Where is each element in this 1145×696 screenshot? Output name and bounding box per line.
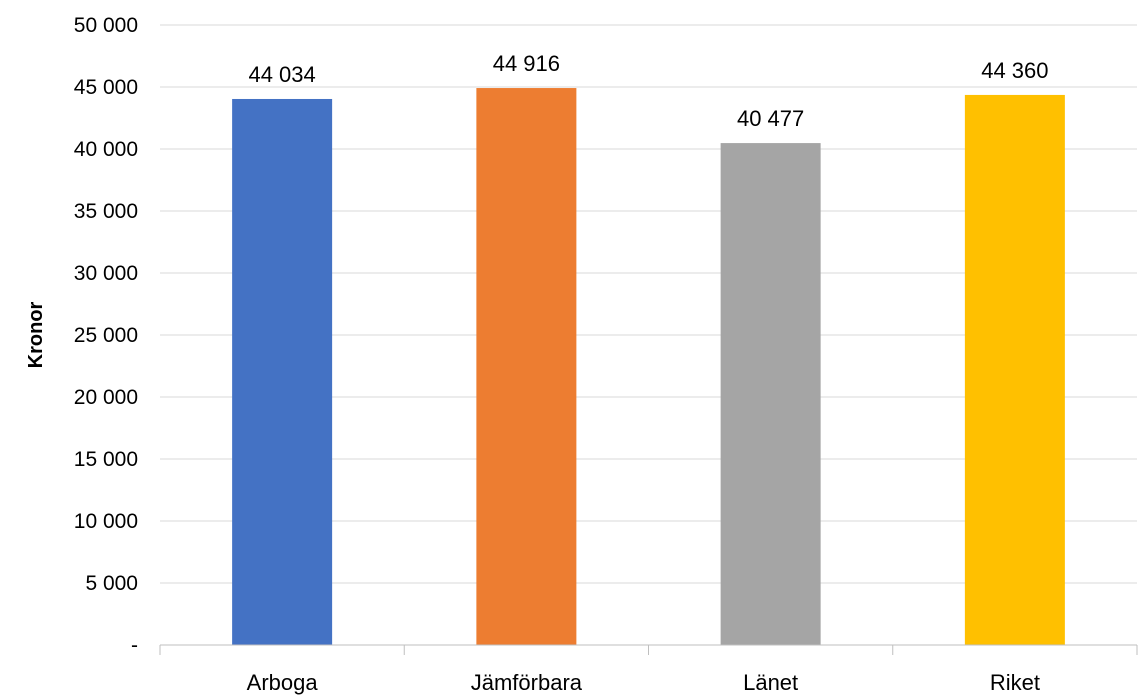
data-label: 44 916 [493,51,560,76]
data-label: 44 034 [248,62,315,87]
y-axis-title: Kronor [25,301,47,368]
x-tick-label: Riket [990,670,1040,695]
y-tick-label: 25 000 [74,324,138,347]
y-tick-label: 45 000 [74,76,138,99]
y-tick-label: 50 000 [74,14,138,37]
y-tick-label: 35 000 [74,200,138,223]
bar [720,143,821,645]
y-tick-label: 40 000 [74,138,138,161]
y-tick-label: 20 000 [74,386,138,409]
data-labels: 44 034 44 916 40 477 44 360 [248,51,1048,131]
bar [964,94,1065,646]
y-tick-label: - [131,634,138,657]
bar [232,98,333,646]
y-tick-label: 5 000 [85,572,138,595]
x-tick-label: Arboga [247,670,319,695]
y-axis-ticks: - 5 000 10 000 15 000 20 000 25 000 30 000 35 0… [74,14,138,657]
bar [476,88,577,645]
x-tick-label: Jämförbara [471,670,583,695]
y-tick-label: 15 000 [74,448,138,471]
x-axis-labels: Arboga Jämförbara Länet Riket [247,670,1040,695]
data-label: 40 477 [737,106,804,131]
y-tick-label: 30 000 [74,262,138,285]
x-tick-label: Länet [743,670,798,695]
data-label: 44 360 [981,58,1048,83]
x-axis [159,644,1138,655]
y-tick-label: 10 000 [74,510,138,533]
bars [232,88,1065,646]
